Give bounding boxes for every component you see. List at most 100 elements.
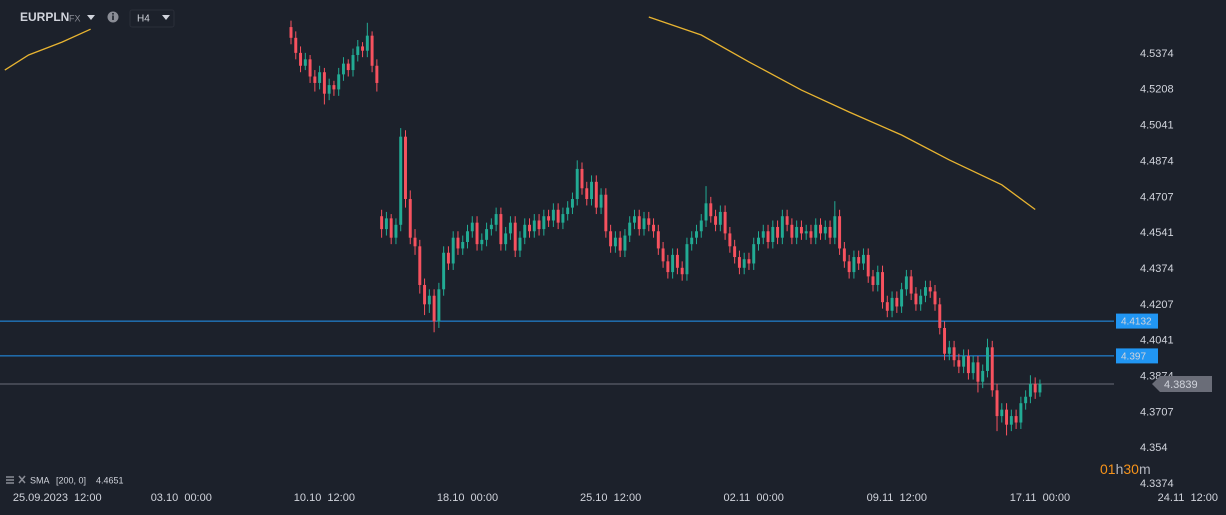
candle-body [456, 237, 460, 249]
candle-body [790, 224, 794, 238]
candle-body [823, 226, 827, 234]
candle-body [656, 231, 660, 249]
candle-body [499, 214, 503, 245]
candle-body [971, 362, 975, 374]
candle-body [632, 216, 636, 223]
candle-body [828, 226, 832, 238]
candle-body [408, 199, 412, 238]
symbol[interactable]: EURPLN [20, 10, 69, 24]
candle-body [337, 74, 341, 90]
x-tick-label: 25.09.2023 12:00 [13, 492, 102, 504]
candle-body [723, 211, 727, 234]
indicator-menu-icon[interactable] [6, 476, 14, 484]
candle-body [685, 244, 689, 275]
candle-body [933, 291, 937, 305]
countdown-part: 30 [1123, 461, 1139, 477]
candle-body [380, 216, 384, 230]
candle-body [680, 267, 684, 275]
candle-body [742, 259, 746, 268]
info-icon-stem [112, 15, 114, 20]
candle-body [361, 46, 365, 51]
symbol-dropdown[interactable] [87, 15, 95, 20]
candle-body [394, 224, 398, 238]
candle-body [504, 233, 508, 245]
indicator-remove-icon[interactable] [18, 475, 26, 484]
candle-body [384, 218, 388, 230]
candle-body [947, 347, 951, 354]
candle-body [785, 216, 789, 225]
candle-body [1024, 396, 1028, 404]
countdown-part: 01 [1100, 461, 1116, 477]
candle-body [1028, 383, 1032, 397]
candle-body [675, 254, 679, 268]
countdown-part: h [1116, 461, 1124, 477]
candle-body [943, 327, 947, 354]
y-tick-label: 4.4207 [1140, 299, 1174, 311]
candle-body [985, 347, 989, 371]
candle-body [728, 233, 732, 247]
candle-body [628, 222, 632, 236]
candle-body [551, 209, 555, 221]
info-icon-dot [112, 13, 114, 15]
candle-body [795, 226, 799, 238]
candle-body [799, 226, 803, 234]
candle-body [594, 181, 598, 208]
candle-body [666, 261, 670, 273]
candle-body [308, 59, 312, 77]
y-tick-label: 4.3707 [1140, 406, 1174, 418]
candle-body [590, 181, 594, 200]
candle-body [346, 63, 350, 71]
candle-body [299, 52, 303, 66]
candle-body [313, 76, 317, 83]
x-tick-label: 17.11 00:00 [1010, 492, 1070, 504]
y-tick-label: 4.4041 [1140, 335, 1174, 347]
candle-body [847, 261, 851, 273]
candle-body [1014, 416, 1018, 423]
timeframe-button[interactable] [129, 9, 175, 28]
candle-body [938, 304, 942, 328]
candle-body [528, 224, 531, 232]
candle-body [804, 231, 808, 234]
candle-body [322, 72, 326, 94]
candle-body [365, 35, 369, 51]
candle-body [995, 390, 999, 417]
indicator-legend: SMA [200, 0] 4.4651 [6, 475, 124, 485]
candle-body [766, 231, 770, 242]
current-price-label: 4.3839 [1164, 379, 1198, 391]
y-tick-label: 4.5208 [1140, 84, 1174, 96]
candle-body [752, 244, 756, 264]
y-tick-label: 4.354 [1140, 442, 1168, 454]
bar-countdown: 01h30m [1100, 461, 1151, 477]
y-tick-label: 4.3374 [1140, 478, 1174, 490]
candle-body [976, 362, 980, 382]
candle-body [623, 235, 627, 251]
candle-body [327, 85, 331, 94]
candle-body [466, 231, 469, 242]
candle-body [928, 287, 932, 292]
candle-body [470, 222, 474, 232]
candle-body [561, 214, 565, 223]
y-tick-label: 4.4374 [1140, 263, 1174, 275]
candle-body [609, 231, 613, 247]
candle-body [852, 257, 856, 273]
candle-body [1019, 403, 1023, 423]
market: FX [69, 13, 81, 23]
candle-body [695, 231, 698, 238]
sma-line [4, 16, 1036, 211]
candle-body [909, 276, 913, 294]
candle-body [776, 226, 780, 238]
candle-body [876, 272, 880, 285]
candle-body [881, 272, 885, 303]
candle-body [699, 220, 703, 232]
x-tick-label: 09.11 12:00 [867, 492, 927, 504]
candle-body [446, 252, 450, 264]
candle-body [432, 295, 436, 322]
candle-body [923, 287, 927, 296]
candle-body [1038, 383, 1042, 393]
candle-body [480, 239, 484, 245]
candle-body [833, 216, 837, 238]
candle-body [437, 289, 441, 322]
candle-body [671, 254, 675, 273]
x-tick-label: 25.10 12:00 [580, 492, 641, 504]
